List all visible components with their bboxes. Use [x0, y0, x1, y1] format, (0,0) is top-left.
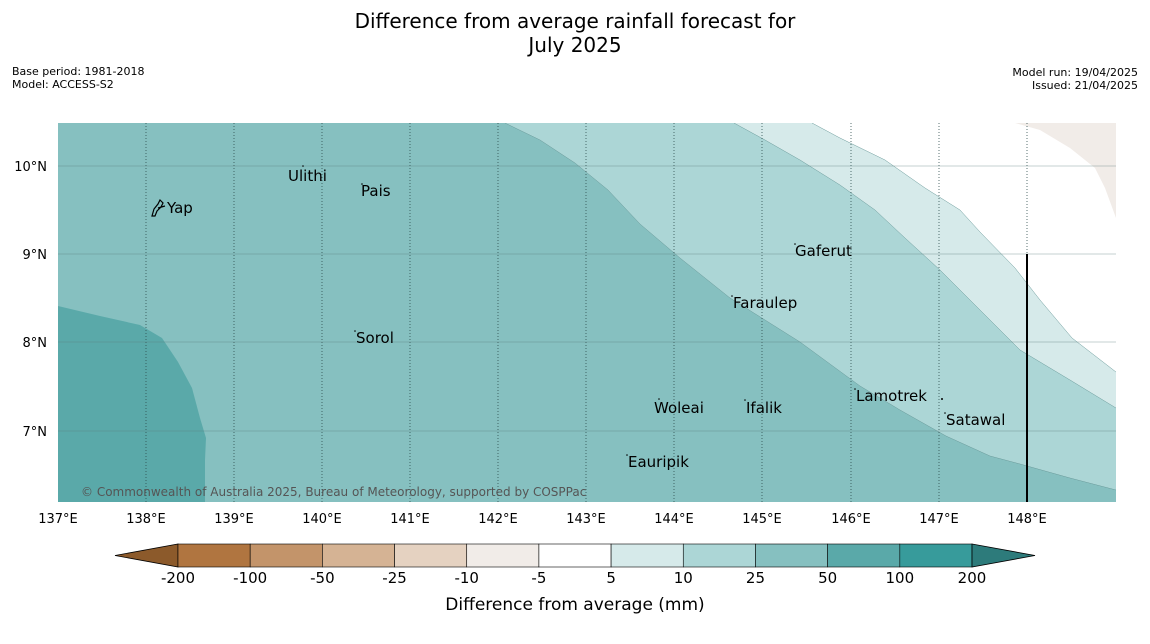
- colorbar-tick-label: -100: [233, 569, 267, 587]
- island-marker: [744, 399, 746, 401]
- place-label: Ulithi: [288, 167, 327, 185]
- band-50-100: [58, 306, 206, 502]
- colorbar-tick-label: 200: [958, 569, 987, 587]
- lon-tick-label: 137°E: [38, 512, 78, 527]
- axis-lon-ticks: 137°E 138°E 139°E 140°E 141°E 142°E 143°E 144°E…: [38, 512, 1047, 527]
- colorbar-bin: [610, 543, 684, 568]
- colorbar-bin: [249, 543, 323, 568]
- island-marker: [361, 183, 363, 185]
- lon-tick-label: 139°E: [214, 512, 254, 527]
- lat-tick-label: 9°N: [23, 248, 48, 263]
- colorbar-extend-high: [971, 543, 1036, 568]
- issued-date: Issued: 21/04/2025: [1031, 79, 1138, 92]
- colorbar-tick-label: -10: [454, 569, 479, 587]
- lat-tick-label: 7°N: [23, 425, 48, 440]
- colorbar-bin: [538, 543, 612, 568]
- place-label: Ifalik: [746, 399, 782, 417]
- lon-tick-label: 145°E: [742, 512, 782, 527]
- island-marker: [302, 165, 304, 167]
- colorbar: -200 -100 -50 -25 -10 -5 5 10 25 50 100 200: [114, 543, 1036, 587]
- place-label: Satawal: [946, 411, 1005, 429]
- colorbar-title: Difference from average (mm): [445, 595, 704, 615]
- metadata-right: Model run: 19/04/2025 Issued: 21/04/2025: [1012, 66, 1138, 92]
- lon-tick-label: 140°E: [302, 512, 342, 527]
- map-panel: [58, 123, 1116, 502]
- axis-lat-ticks: 10°N 9°N 8°N 7°N: [14, 160, 47, 440]
- lon-tick-label: 144°E: [654, 512, 694, 527]
- lat-tick-label: 10°N: [14, 160, 47, 175]
- chart-title: Difference from average rainfall forecas…: [0, 9, 1150, 57]
- island-marker: [731, 295, 733, 297]
- place-label: Lamotrek: [856, 387, 927, 405]
- colorbar-bin: [899, 543, 973, 568]
- colorbar-tick-label: -25: [382, 569, 407, 587]
- colorbar-tick-label: 100: [885, 569, 914, 587]
- colorbar-bin: [682, 543, 756, 568]
- colorbar-tick-label: 5: [606, 569, 616, 587]
- place-label: Sorol: [356, 329, 394, 347]
- place-labels: Ulithi Pais Yap Gaferut Faraulep Sorol Lamotre…: [166, 165, 1005, 471]
- lon-tick-label: 146°E: [831, 512, 871, 527]
- colorbar-tick-label: 50: [818, 569, 837, 587]
- colorbar-bin: [466, 543, 540, 568]
- colorbar-tick-label: 25: [746, 569, 765, 587]
- island-marker: [794, 243, 796, 245]
- island-marker: [854, 388, 856, 390]
- place-label: Yap: [166, 199, 193, 217]
- copyright-credit: © Commonwealth of Australia 2025, Bureau…: [81, 485, 586, 499]
- colorbar-bin: [177, 543, 251, 568]
- model-name: Model: ACCESS-S2: [12, 78, 114, 91]
- colorbar-tick-label: -200: [161, 569, 195, 587]
- lon-tick-label: 138°E: [126, 512, 166, 527]
- lon-tick-label: 143°E: [566, 512, 606, 527]
- base-period: Base period: 1981-2018: [12, 65, 145, 78]
- colorbar-bin: [827, 543, 901, 568]
- place-label: Eauripik: [628, 453, 689, 471]
- yap-island-icon: [151, 198, 166, 217]
- lon-tick-label: 141°E: [390, 512, 430, 527]
- place-label: Woleai: [654, 399, 704, 417]
- island-marker: [658, 398, 660, 400]
- model-run: Model run: 19/04/2025: [1012, 66, 1138, 79]
- place-label: Pais: [361, 182, 391, 200]
- lon-tick-label: 148°E: [1007, 512, 1047, 527]
- band-dry-minus-5: [1015, 123, 1116, 218]
- lat-tick-label: 8°N: [23, 336, 48, 351]
- island-marker: [626, 454, 628, 456]
- island-marker: [354, 330, 356, 332]
- place-label: Gaferut: [795, 242, 852, 260]
- title-line-1: Difference from average rainfall forecas…: [354, 9, 796, 33]
- colorbar-bin: [394, 543, 468, 568]
- colorbar-tick-label: -50: [310, 569, 335, 587]
- lon-tick-label: 147°E: [919, 512, 959, 527]
- metadata-left: Base period: 1981-2018 Model: ACCESS-S2: [12, 65, 144, 91]
- band-neutral: [812, 123, 1116, 372]
- place-label: Faraulep: [733, 294, 797, 312]
- colorbar-bin: [322, 543, 395, 568]
- island-marker: [941, 398, 943, 400]
- colorbar-tick-label: -5: [531, 569, 546, 587]
- colorbar-extend-low: [114, 543, 179, 568]
- title-line-2: July 2025: [528, 33, 622, 57]
- colorbar-tick-label: 10: [674, 569, 693, 587]
- lon-tick-label: 142°E: [478, 512, 518, 527]
- island-marker: [944, 412, 946, 414]
- colorbar-bin: [755, 543, 828, 568]
